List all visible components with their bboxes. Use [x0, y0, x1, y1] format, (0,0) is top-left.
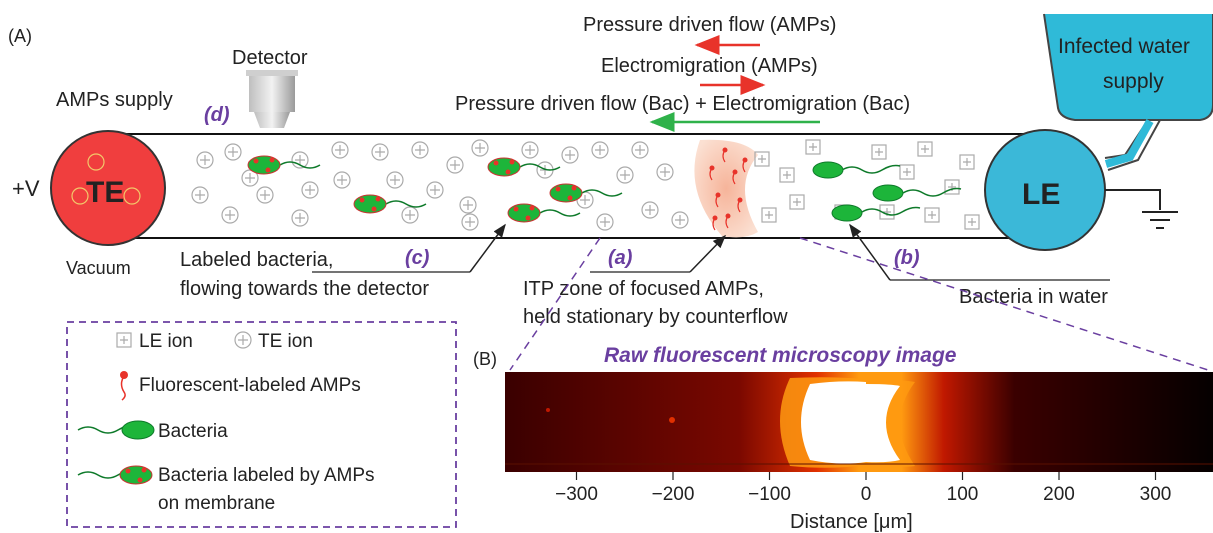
marker-d: (d) — [204, 104, 230, 126]
marker-c: (c) — [405, 247, 430, 269]
pressure-amps-label: Pressure driven flow (AMPs) — [583, 14, 836, 36]
ground-icon — [1105, 189, 1178, 229]
legend-labeled-1: Bacteria labeled by AMPs — [158, 465, 375, 486]
itp-callout-2: held stationary by counterflow — [523, 306, 788, 328]
x-tick-label: −100 — [748, 484, 791, 505]
x-tick-label: 200 — [1043, 484, 1075, 505]
legend-labeled-bacteria-icon — [77, 465, 153, 485]
legend-amp-icon — [120, 371, 128, 401]
labeled-bacteria-pointer — [469, 223, 506, 273]
panel-b-label: (B) — [473, 349, 497, 369]
te-label: TE — [86, 176, 124, 209]
detector-label: Detector — [232, 47, 308, 69]
itp-pointer — [689, 234, 727, 273]
labeled-bacteria-in-channel — [247, 155, 623, 223]
voltage-label: +V — [12, 176, 40, 201]
marker-a: (a) — [608, 247, 633, 269]
te-ion-field — [191, 139, 689, 231]
itp-channel — [119, 133, 1061, 239]
legend-labeled-2: on membrane — [158, 493, 275, 514]
zoom-line-left — [509, 237, 601, 371]
x-axis: −300 −200 −100 0 100 200 300 — [555, 472, 1171, 505]
legend-box — [66, 321, 457, 528]
legend-le-ion-icon — [116, 332, 132, 348]
x-axis-label: Distance [μm] — [790, 511, 913, 533]
water-supply-icon — [1043, 13, 1213, 171]
legend-le-ion: LE ion — [139, 331, 193, 352]
panel-b-title: Raw fluorescent microscopy image — [604, 344, 957, 367]
detector-icon — [246, 70, 298, 128]
x-tick-label: 100 — [947, 484, 979, 505]
water-supply-label-1: Infected water — [1058, 35, 1190, 58]
water-supply-label-2: supply — [1103, 70, 1164, 93]
legend-te-ion-icon — [234, 331, 252, 349]
itp-callout-1: ITP zone of focused AMPs, — [523, 278, 764, 300]
labeled-bacteria-callout-1: Labeled bacteria, — [180, 249, 333, 271]
le-label: LE — [1022, 178, 1060, 211]
vacuum-label: Vacuum — [66, 258, 131, 278]
x-tick-label: 0 — [861, 484, 872, 505]
x-tick-label: −200 — [652, 484, 695, 505]
bacteria-in-water-pointer — [849, 223, 891, 281]
electromigration-amps-label: Electromigration (AMPs) — [601, 55, 818, 77]
x-tick-label: 300 — [1140, 484, 1172, 505]
pressure-bac-label: Pressure driven flow (Bac) + Electromigr… — [455, 93, 910, 115]
marker-b: (b) — [894, 247, 920, 269]
legend-bacteria: Bacteria — [158, 421, 228, 442]
legend-amps: Fluorescent-labeled AMPs — [139, 375, 361, 396]
legend-bacteria-icon — [77, 420, 155, 440]
itp-zone — [694, 139, 758, 238]
zoom-line-right — [799, 237, 1209, 371]
amps-supply-label: AMPs supply — [56, 89, 173, 111]
fluorescence-image — [505, 372, 1213, 472]
te-reservoir — [50, 130, 166, 246]
bacteria-in-water-callout: Bacteria in water — [959, 286, 1108, 308]
labeled-bacteria-callout-2: flowing towards the detector — [180, 278, 429, 300]
x-tick-label: −300 — [555, 484, 598, 505]
bacteria-in-channel — [812, 161, 962, 222]
panel-a-label: (A) — [8, 26, 32, 46]
legend-te-ion: TE ion — [258, 331, 313, 352]
